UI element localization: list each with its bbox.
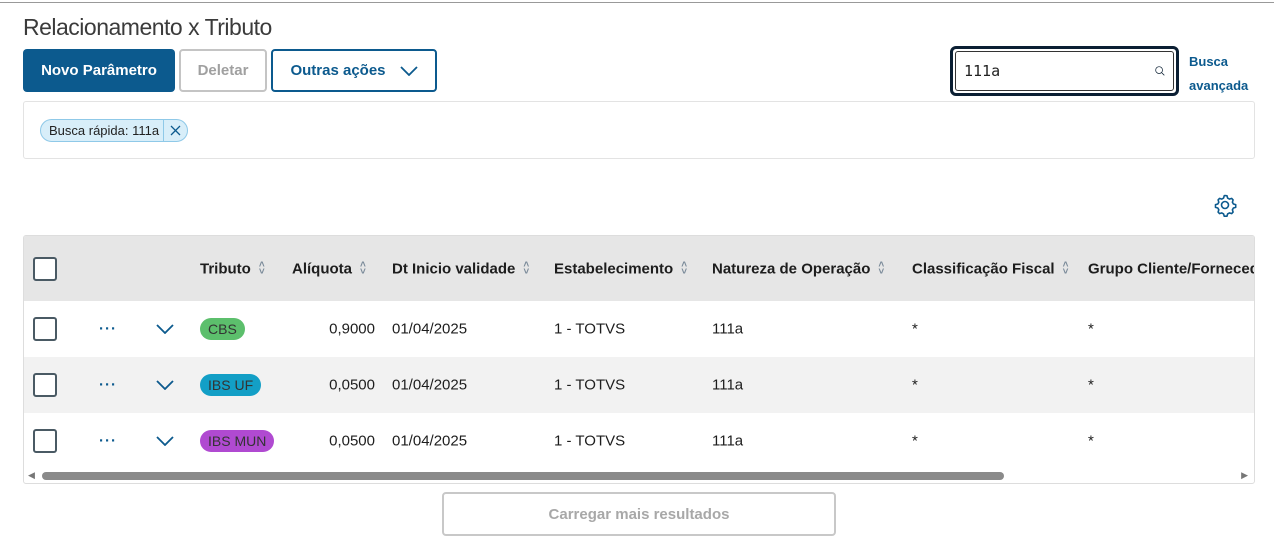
column-header[interactable]: Dt Inicio validade ˄ ˅ <box>392 260 529 277</box>
sort-icon[interactable]: ˄ ˅ <box>360 259 366 278</box>
column-header[interactable]: Tributo ˄ ˅ <box>200 260 265 277</box>
natureza-cell: 111a <box>712 320 744 338</box>
classif-cell: * <box>912 376 918 394</box>
table-row: ··· CBS 0,9000 01/04/2025 1 - TOTVS 111a * * <box>24 301 1254 357</box>
more-options-icon[interactable]: ··· <box>99 376 117 394</box>
top-border <box>0 0 1274 3</box>
more-actions-label: Outras ações <box>290 62 386 79</box>
column-header[interactable]: Natureza de Operação ˄ ˅ <box>712 260 884 277</box>
natureza-cell: 111a <box>712 432 744 450</box>
column-header[interactable]: Estabelecimento ˄ ˅ <box>554 260 687 277</box>
column-header-label: Natureza de Operação <box>712 260 871 277</box>
filter-chip-label: Busca rápida: 111a <box>49 123 160 138</box>
aliquota-cell: 0,9000 <box>329 320 375 338</box>
aliquota-cell: 0,0500 <box>329 376 375 394</box>
sort-icon[interactable]: ˄ ˅ <box>523 259 530 278</box>
select-all-checkbox[interactable] <box>33 256 57 281</box>
grupo-cell: * <box>1088 320 1094 338</box>
column-header-label: Grupo Cliente/Fornecedor <box>1088 260 1254 277</box>
sort-icon[interactable]: ˄ ˅ <box>258 259 265 278</box>
column-header-label: Tributo <box>200 260 251 277</box>
estab-cell: 1 - TOTVS <box>554 376 626 394</box>
sort-icon[interactable]: ˄ ˅ <box>681 259 688 278</box>
grupo-cell: * <box>1088 432 1094 450</box>
table-row: ··· IBS UF 0,0500 01/04/2025 1 - TOTVS 111a * * <box>24 357 1254 413</box>
column-header-label: Estabelecimento <box>554 260 674 277</box>
advanced-search-line1: Busca <box>1189 54 1229 69</box>
filter-bar: Busca rápida: 111a <box>23 101 1255 159</box>
data-table: Tributo ˄ ˅ Alíquota ˄ ˅ Dt Inicio validade ˄ ˅ E… <box>23 235 1255 484</box>
row-checkbox[interactable] <box>33 317 57 341</box>
estab-cell: 1 - TOTVS <box>554 320 626 338</box>
tributo-tag: IBS MUN <box>200 430 275 452</box>
advanced-search-line2: avançada <box>1189 78 1249 93</box>
estab-cell: 1 - TOTVS <box>554 432 626 450</box>
expand-chevron-icon[interactable] <box>156 436 174 446</box>
dt-cell: 01/04/2025 <box>392 376 468 394</box>
dt-cell: 01/04/2025 <box>392 432 468 450</box>
classif-cell: * <box>912 320 918 338</box>
more-options-icon[interactable]: ··· <box>99 432 117 450</box>
natureza-cell: 111a <box>712 376 744 394</box>
delete-button[interactable]: Deletar <box>179 49 267 92</box>
expand-chevron-icon[interactable] <box>156 324 174 334</box>
scroll-left-icon[interactable]: ◀ <box>28 470 35 480</box>
page-title: Relacionamento x Tributo <box>23 14 272 40</box>
filter-chip: Busca rápida: 111a <box>40 119 189 142</box>
column-header[interactable]: Classificação Fiscal ˄ ˅ <box>912 260 1068 277</box>
aliquota-cell: 0,0500 <box>329 432 375 450</box>
more-actions-button[interactable]: Outras ações <box>271 49 437 92</box>
tributo-tag: IBS UF <box>200 374 262 396</box>
tributo-tag: CBS <box>200 318 245 340</box>
sort-icon[interactable]: ˄ ˅ <box>1062 259 1069 278</box>
grupo-cell: * <box>1088 376 1094 394</box>
table-row: ··· IBS MUN 0,0500 01/04/2025 1 - TOTVS 111a *… <box>24 413 1254 469</box>
expand-chevron-icon[interactable] <box>156 380 174 390</box>
new-parameter-button[interactable]: Novo Parâmetro <box>23 49 175 92</box>
table-header: Tributo ˄ ˅ Alíquota ˄ ˅ Dt Inicio validade ˄ ˅ E… <box>24 236 1254 301</box>
chevron-down-icon <box>399 65 418 76</box>
close-icon[interactable] <box>163 120 187 141</box>
column-header[interactable]: Grupo Cliente/Fornecedor <box>1088 260 1254 277</box>
advanced-search-link[interactable]: Busca avançada <box>1189 50 1248 98</box>
column-header-label: Dt Inicio validade <box>392 260 516 277</box>
search-box <box>950 46 1179 96</box>
sort-icon[interactable]: ˄ ˅ <box>878 259 885 278</box>
search-icon[interactable] <box>1155 60 1165 82</box>
gear-icon[interactable] <box>1213 193 1237 217</box>
more-options-icon[interactable]: ··· <box>99 320 117 338</box>
search-input[interactable] <box>964 62 1155 80</box>
column-header-label: Classificação Fiscal <box>912 260 1055 277</box>
classif-cell: * <box>912 432 918 450</box>
horizontal-scrollbar[interactable]: ◀ ▶ <box>24 469 1254 483</box>
row-checkbox[interactable] <box>33 429 57 453</box>
scroll-right-icon[interactable]: ▶ <box>1241 470 1248 480</box>
dt-cell: 01/04/2025 <box>392 320 468 338</box>
column-header[interactable]: Alíquota ˄ ˅ <box>292 260 366 277</box>
column-header-label: Alíquota <box>292 260 352 277</box>
load-more-button[interactable]: Carregar mais resultados <box>442 492 836 536</box>
scrollbar-thumb[interactable] <box>42 472 1004 480</box>
row-checkbox[interactable] <box>33 373 57 397</box>
